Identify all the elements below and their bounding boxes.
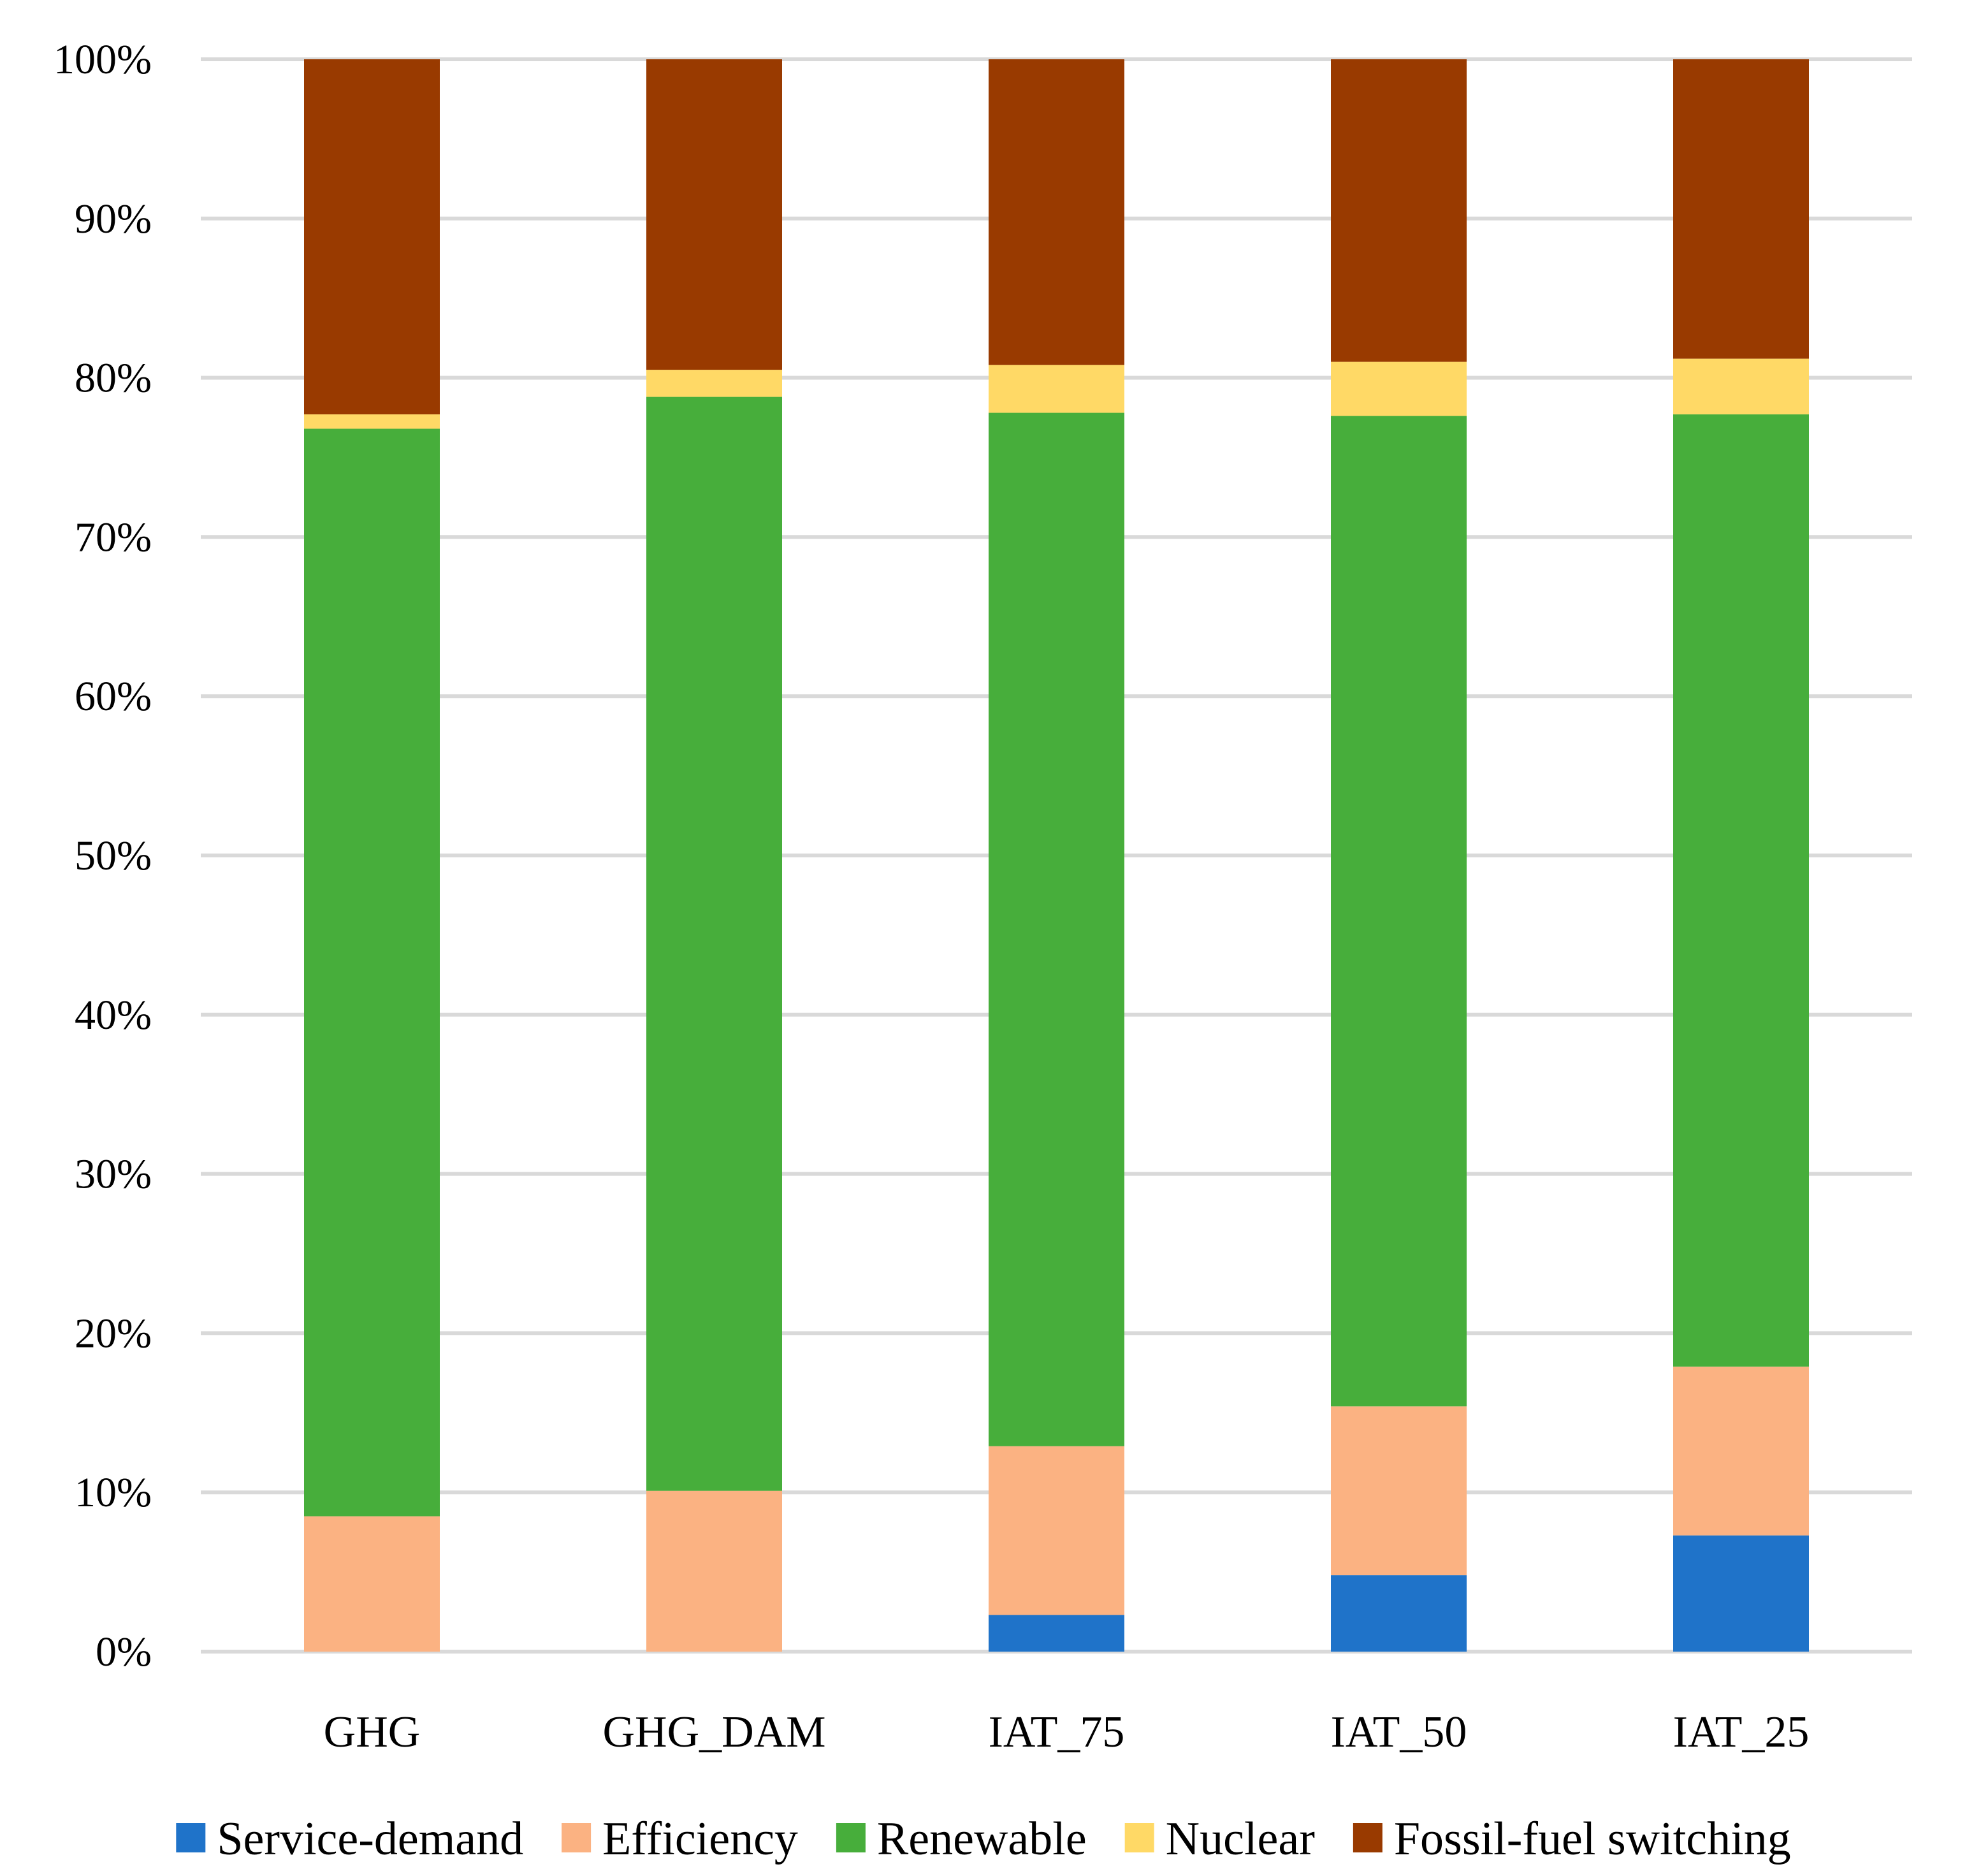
y-tick-label: 20% <box>75 1310 152 1356</box>
x-category-label: GHG <box>324 1708 421 1757</box>
legend-swatch <box>562 1823 592 1852</box>
y-tick-label: 10% <box>75 1469 152 1516</box>
bar-segment <box>1673 1535 1809 1652</box>
y-tick-label: 30% <box>75 1151 152 1198</box>
bar-segment <box>1673 358 1809 415</box>
legend-item: Fossil-fuel switching <box>1353 1813 1791 1865</box>
legend-swatch <box>1353 1823 1383 1852</box>
bar-segment <box>1331 1575 1467 1652</box>
y-tick-label: 70% <box>75 514 152 560</box>
bar-segment <box>304 428 440 1516</box>
bar-segment <box>646 59 782 370</box>
x-category-label: GHG_DAM <box>603 1708 826 1757</box>
x-category-label: IAT_50 <box>1331 1708 1467 1757</box>
bar-segment <box>989 1615 1124 1652</box>
bar-segment <box>304 414 440 429</box>
bar-segment <box>1331 416 1467 1407</box>
legend-label: Nuclear <box>1166 1813 1315 1865</box>
legend-label: Renewable <box>877 1813 1087 1865</box>
legend-swatch <box>836 1823 866 1852</box>
x-category-label: IAT_25 <box>1673 1708 1810 1757</box>
legend-item: Service-demand <box>176 1813 523 1865</box>
bar-segment <box>989 1446 1124 1615</box>
legend-item: Renewable <box>836 1813 1087 1865</box>
bar-segment <box>304 1516 440 1652</box>
bar-segment <box>1673 414 1809 1367</box>
legend-label: Efficiency <box>602 1813 798 1865</box>
bar-segment <box>989 412 1124 1446</box>
y-tick-label: 100% <box>54 36 152 83</box>
y-tick-label: 90% <box>75 196 152 242</box>
bar-segment <box>1331 59 1467 362</box>
bar-segment <box>1331 1406 1467 1576</box>
legend-item: Efficiency <box>562 1813 798 1865</box>
y-tick-label: 0% <box>96 1629 152 1675</box>
legend-label: Fossil-fuel switching <box>1394 1813 1791 1865</box>
legend-swatch <box>176 1823 206 1852</box>
bar-segment <box>646 396 782 1491</box>
bar-segment <box>1673 59 1809 359</box>
x-axis-labels: GHG GHG_DAM IAT_75 IAT_50 IAT_25 <box>324 1708 1810 1757</box>
y-axis-ticks: 0% 10% 20% 30% 40% 50% 60% 70% 80% 90% 100% <box>54 36 152 1675</box>
legend-label: Service-demand <box>217 1813 523 1865</box>
bar-segment <box>1673 1366 1809 1536</box>
bar-segment <box>989 365 1124 413</box>
bars <box>304 59 1809 1652</box>
y-tick-label: 40% <box>75 992 152 1038</box>
x-category-label: IAT_75 <box>989 1708 1125 1757</box>
bar-segment <box>1331 361 1467 416</box>
bar-segment <box>646 370 782 397</box>
legend-item: Nuclear <box>1124 1813 1315 1865</box>
legend-swatch <box>1124 1823 1154 1852</box>
bar-segment <box>304 59 440 415</box>
y-tick-label: 50% <box>75 833 152 879</box>
bar-segment <box>646 1490 782 1652</box>
y-tick-label: 80% <box>75 355 152 402</box>
legend: Service-demand Efficiency Renewable Nuclear… <box>176 1813 1791 1865</box>
y-tick-label: 60% <box>75 673 152 720</box>
bar-segment <box>989 59 1124 365</box>
